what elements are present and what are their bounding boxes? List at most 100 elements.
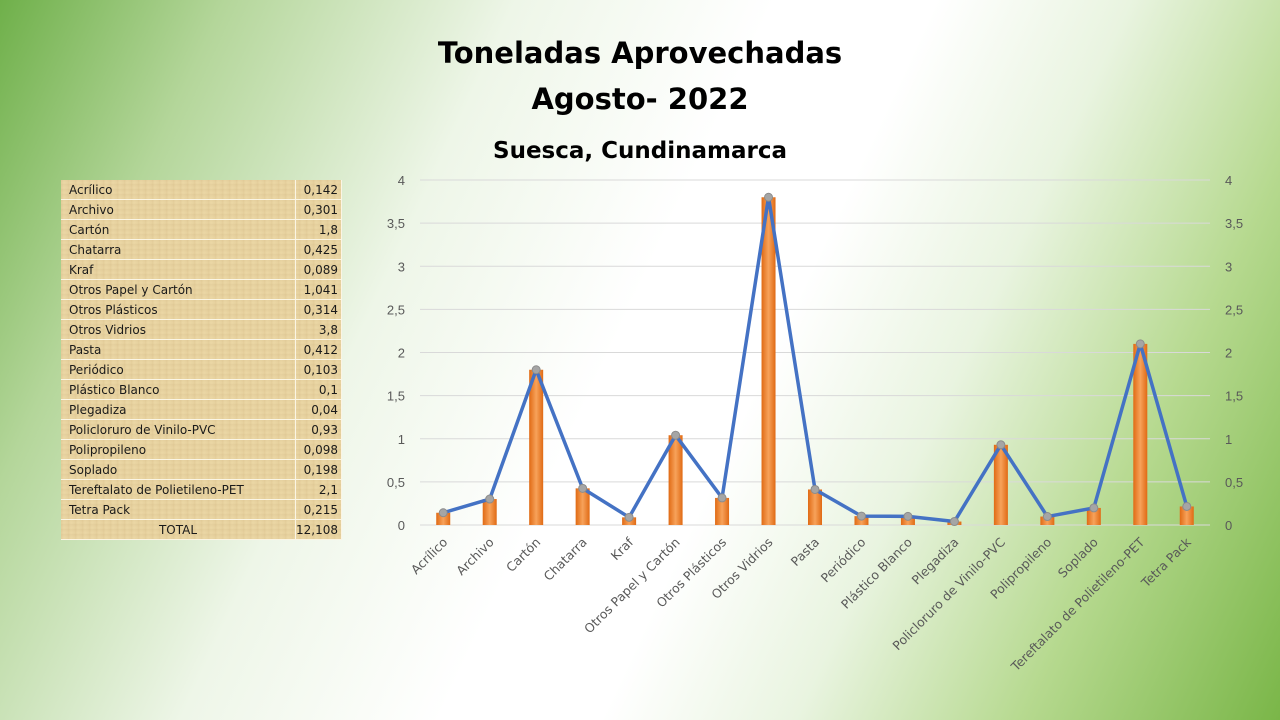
- y-tick-label-left: 2: [398, 346, 405, 361]
- line-marker: [1135, 339, 1145, 349]
- table-cell-material: Cartón: [61, 219, 296, 240]
- line-marker: [624, 512, 634, 522]
- y-tick-label-left: 1,5: [387, 389, 405, 404]
- x-tick-label: Tetra Pack: [1138, 534, 1195, 591]
- y-tick-label-right: 3: [1225, 259, 1232, 274]
- table-cell-value: 0,098: [295, 439, 342, 460]
- table-cell-value: 0,425: [295, 239, 342, 260]
- table-cell-value: 0,215: [295, 499, 342, 520]
- table-cell-material: Otros Plásticos: [61, 299, 296, 320]
- x-tick-label: Chatarra: [541, 535, 590, 584]
- title-block: Toneladas Aprovechadas Agosto- 2022 Sues…: [340, 30, 940, 164]
- bar: [436, 512, 451, 525]
- line-marker: [1089, 503, 1099, 513]
- table-cell-material: Policloruro de Vinilo-PVC: [61, 419, 296, 440]
- line-marker: [903, 511, 913, 521]
- table-row: Kraf 0,089: [61, 259, 342, 280]
- table-cell-value: 0,301: [295, 199, 342, 220]
- table-cell-material: Plástico Blanco: [61, 379, 296, 400]
- line-marker: [438, 508, 448, 518]
- table-cell-material: Otros Papel y Cartón: [61, 279, 296, 300]
- table-cell-value: 0,93: [295, 419, 342, 440]
- table-total-row: TOTAL 12,108: [61, 519, 342, 540]
- line-marker: [1182, 501, 1192, 511]
- bar: [668, 435, 683, 525]
- table-row: Plegadiza 0,04: [61, 399, 342, 420]
- table-cell-value: 0,198: [295, 459, 342, 480]
- table-cell-value: 0,142: [295, 180, 342, 200]
- table-cell-value: 1,8: [295, 219, 342, 240]
- line-marker: [996, 440, 1006, 450]
- line-marker: [764, 192, 774, 202]
- table-cell-material: Chatarra: [61, 239, 296, 260]
- series-line: [441, 195, 1189, 524]
- line-marker: [717, 493, 727, 503]
- table-row: Tetra Pack 0,215: [61, 499, 342, 520]
- table-row: Cartón 1,8: [61, 219, 342, 240]
- y-tick-label-left: 0,5: [387, 475, 405, 490]
- x-tick-label: Archivo: [453, 535, 497, 579]
- y-tick-label-left: 1: [398, 432, 405, 447]
- table-row: Polipropileno 0,098: [61, 439, 342, 460]
- table-total-value: 12,108: [295, 519, 342, 540]
- x-tick-label: Pasta: [788, 535, 822, 569]
- line-marker: [949, 517, 959, 527]
- table-cell-material: Soplado: [61, 459, 296, 480]
- bar: [761, 197, 776, 525]
- bar: [1179, 506, 1194, 525]
- line-marker: [810, 484, 820, 494]
- table-cell-material: Archivo: [61, 199, 296, 220]
- y-tick-label-left: 4: [398, 173, 405, 188]
- table-cell-value: 0,089: [295, 259, 342, 280]
- table-row: Tereftalato de Polietileno-PET 2,1: [61, 479, 342, 500]
- table-row: Policloruro de Vinilo-PVC 0,93: [61, 419, 342, 440]
- table-cell-material: Tetra Pack: [61, 499, 296, 520]
- table-row: Chatarra 0,425: [61, 239, 342, 260]
- table-cell-material: Tereftalato de Polietileno-PET: [61, 479, 296, 500]
- x-tick-label: Soplado: [1055, 535, 1101, 581]
- table-row: Otros Papel y Cartón 1,041: [61, 279, 342, 300]
- table-row: Soplado 0,198: [61, 459, 342, 480]
- table-cell-material: Kraf: [61, 259, 296, 280]
- table-cell-value: 3,8: [295, 319, 342, 340]
- data-table: Acrílico 0,142 Archivo 0,301 Cartón 1,8 Chatar…: [61, 180, 342, 540]
- line-marker: [578, 483, 588, 493]
- line-marker: [856, 511, 866, 521]
- table-cell-value: 2,1: [295, 479, 342, 500]
- table-cell-material: Plegadiza: [61, 399, 296, 420]
- table-row: Plástico Blanco 0,1: [61, 379, 342, 400]
- y-tick-label-right: 2,5: [1225, 302, 1243, 317]
- table-row: Archivo 0,301: [61, 199, 342, 220]
- y-tick-label-right: 1,5: [1225, 389, 1243, 404]
- y-tick-label-right: 2: [1225, 346, 1232, 361]
- table-row: Pasta 0,412: [61, 339, 342, 360]
- table-row: Otros Plásticos 0,314: [61, 299, 342, 320]
- line-marker: [485, 494, 495, 504]
- chart-subtitle: Suesca, Cundinamarca: [493, 138, 787, 164]
- bar: [529, 369, 544, 525]
- y-tick-label-left: 3,5: [387, 216, 405, 231]
- line-marker: [1042, 512, 1052, 522]
- y-tick-label-left: 0: [398, 518, 405, 533]
- table-cell-material: Pasta: [61, 339, 296, 360]
- table-row: Periódico 0,103: [61, 359, 342, 380]
- x-tick-label: Kraf: [608, 534, 637, 563]
- line-marker: [531, 365, 541, 375]
- table-cell-value: 1,041: [295, 279, 342, 300]
- bar: [1133, 343, 1148, 525]
- y-tick-label-left: 3: [398, 259, 405, 274]
- table-cell-value: 0,04: [295, 399, 342, 420]
- table-row: Otros Vidrios 3,8: [61, 319, 342, 340]
- y-tick-label-right: 3,5: [1225, 216, 1243, 231]
- table-cell-material: Polipropileno: [61, 439, 296, 460]
- y-tick-label-right: 0,5: [1225, 475, 1243, 490]
- chart-title-line1: Toneladas Aprovechadas: [437, 36, 843, 70]
- x-tick-label: Acrílico: [408, 535, 451, 578]
- table-cell-value: 0,412: [295, 339, 342, 360]
- bar: [808, 489, 822, 525]
- table-cell-material: Otros Vidrios: [61, 319, 296, 340]
- chart-title-line2: Agosto- 2022: [531, 82, 749, 116]
- bar: [1086, 507, 1101, 525]
- line-marker: [671, 430, 681, 440]
- table-row: Acrílico 0,142: [61, 180, 342, 200]
